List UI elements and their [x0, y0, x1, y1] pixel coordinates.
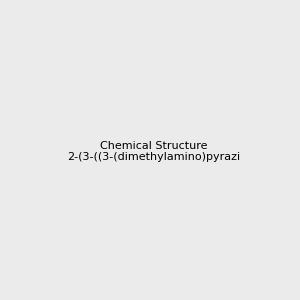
Text: Chemical Structure
2-(3-((3-(dimethylamino)pyrazi: Chemical Structure 2-(3-((3-(dimethylami… — [67, 141, 240, 162]
